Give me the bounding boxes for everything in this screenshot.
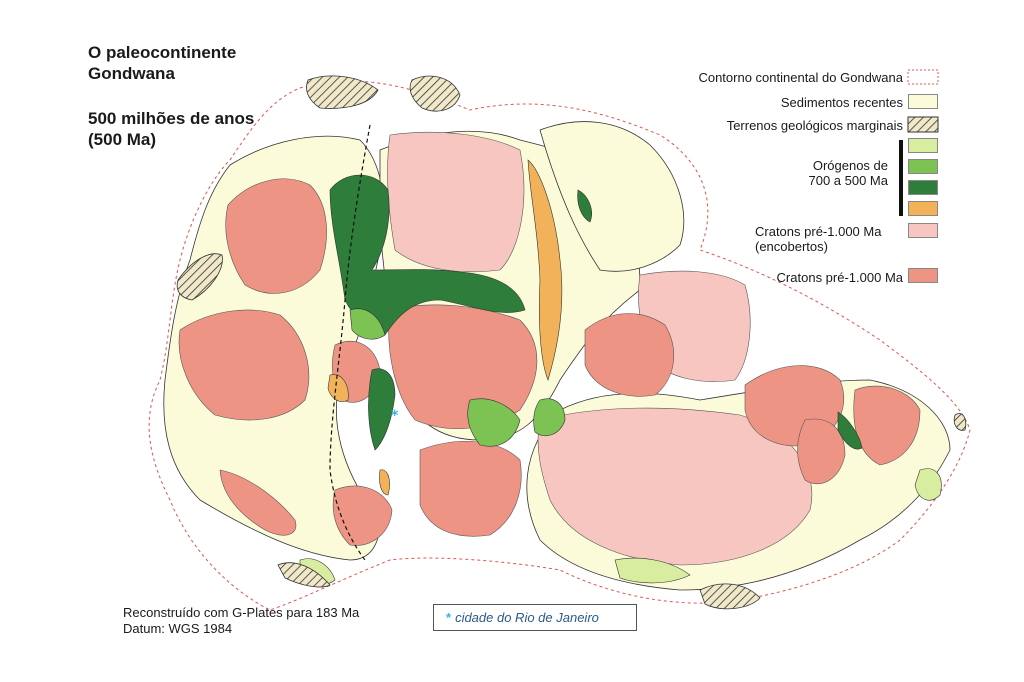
orogeno-light-1 xyxy=(914,468,942,501)
orogeno-orange-1 xyxy=(527,159,563,381)
rio-marker: * xyxy=(391,408,399,424)
orogeno-mid-2 xyxy=(533,398,566,436)
legend-swatch-orogeno-dark xyxy=(908,180,938,195)
orogeno-dark-3 xyxy=(837,411,863,450)
orogeno-orange-3 xyxy=(379,469,390,496)
legend-label-sedimentos: Sedimentos recentes xyxy=(780,95,903,110)
legend-swatch-contorno xyxy=(907,69,939,85)
craton-8 xyxy=(797,418,846,485)
note-line-2: Datum: WGS 1984 xyxy=(123,621,233,636)
legend-swatch-orogeno-light xyxy=(908,138,938,153)
craton-11 xyxy=(219,469,297,536)
legend-orogeno-bracket xyxy=(899,140,903,216)
cratons-enc-line-2: (encobertos) xyxy=(755,239,828,254)
legend-swatch-cratons-encobertos xyxy=(908,223,938,238)
terreno-2 xyxy=(409,75,461,112)
title-line-2: Gondwana xyxy=(88,64,175,83)
map-title: O paleocontinente Gondwana xyxy=(88,42,236,84)
craton-4 xyxy=(419,441,522,537)
legend-label-cratons-encobertos: Cratons pré-1.000 Ma (encobertos) xyxy=(755,224,881,254)
craton-encoberto-2 xyxy=(537,407,813,566)
rio-label: cidade do Rio de Janeiro xyxy=(455,610,599,625)
legend-label-orogenos: Orógenos de 700 a 500 Ma xyxy=(808,158,888,188)
orogeno-dark-2 xyxy=(368,368,396,451)
orogeno-dark-4 xyxy=(577,189,592,223)
title-line-1: O paleocontinente xyxy=(88,43,237,62)
orogeno-orange-2 xyxy=(327,374,349,402)
rio-legend-box: * cidade do Rio de Janeiro xyxy=(433,604,637,631)
craton-encoberto-1 xyxy=(387,131,525,273)
terreno-4 xyxy=(277,562,331,588)
age-line-2: (500 Ma) xyxy=(88,130,157,149)
age-line-1: 500 milhões de anos xyxy=(88,109,255,128)
legend-swatch-orogeno-mid xyxy=(908,159,938,174)
orogeno-light-3 xyxy=(614,557,691,584)
legend-label-cratons: Cratons pré-1.000 Ma xyxy=(776,270,903,285)
craton-1 xyxy=(225,178,327,294)
terreno-3 xyxy=(176,253,223,301)
orogenos-line-1: Orógenos de xyxy=(812,158,888,173)
fault-line xyxy=(329,124,371,561)
legend-swatch-cratons xyxy=(908,268,938,283)
craton-2 xyxy=(178,309,310,421)
legend-swatch-sedimentos xyxy=(908,94,938,109)
terreno-5 xyxy=(699,583,761,610)
note-line-1: Reconstruído com G-Plates para 183 Ma xyxy=(123,605,360,620)
map-age: 500 milhões de anos (500 Ma) xyxy=(88,108,254,150)
legend-label-contorno: Contorno continental do Gondwana xyxy=(698,70,903,85)
orogeno-mid-3 xyxy=(349,308,386,340)
legend-swatch-terrenos xyxy=(907,116,939,133)
rio-star-icon: * xyxy=(446,610,452,625)
orogeno-mid-1 xyxy=(467,398,521,447)
terreno-1 xyxy=(306,75,379,109)
reconstruction-note: Reconstruído com G-Plates para 183 Ma Da… xyxy=(123,605,359,637)
orogenos-line-2: 700 a 500 Ma xyxy=(808,173,888,188)
cratons-enc-line-1: Cratons pré-1.000 Ma xyxy=(755,224,882,239)
craton-9 xyxy=(332,485,393,546)
sediment-ne xyxy=(539,121,685,272)
craton-5 xyxy=(584,313,675,397)
legend-label-terrenos: Terrenos geológicos marginais xyxy=(726,118,903,133)
legend-swatch-orogeno-orange xyxy=(908,201,938,216)
craton-3 xyxy=(388,304,538,429)
terreno-6 xyxy=(953,413,967,431)
